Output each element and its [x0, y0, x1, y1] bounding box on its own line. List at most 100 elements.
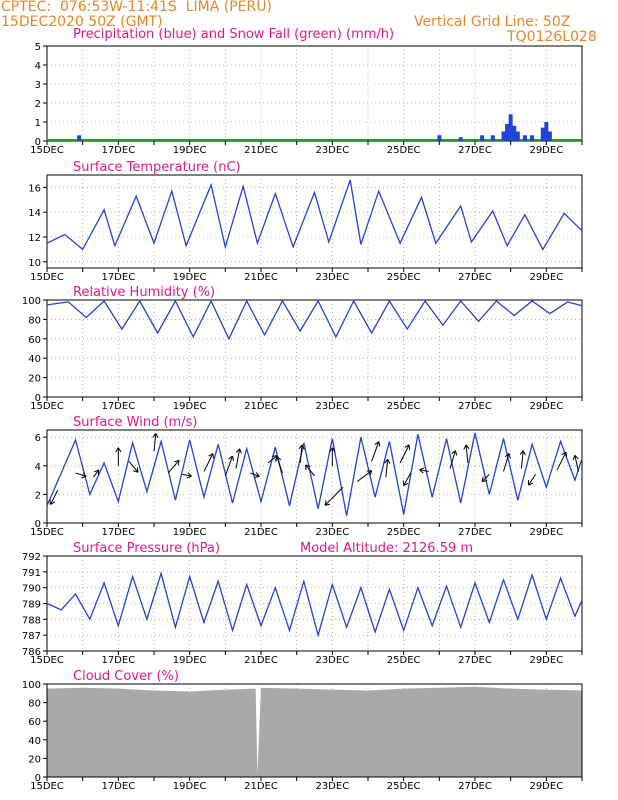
wind-arrow: [465, 444, 469, 463]
plot-frame: [46, 299, 583, 398]
panel-title: Relative Humidity (%): [73, 285, 215, 300]
x-tick-label: 21DEC: [244, 401, 278, 412]
wind-arrow-head: [463, 444, 470, 450]
panel-title: Surface Wind (m/s): [73, 415, 197, 430]
panel-6: 0 20 40 60 80 100 15DEC 17DEC 19DEC 21DEC 23DEC 25D…: [22, 669, 583, 792]
x-tick-label: 29DEC: [529, 781, 563, 792]
x-tick-label: 21DEC: [244, 272, 278, 283]
wind-arrow: [92, 469, 100, 478]
wind-arrow: [153, 433, 157, 452]
precip-bar: [490, 135, 495, 141]
wind-arrow: [556, 451, 567, 471]
plot-frame-top: [46, 683, 583, 778]
wind-arrow-head: [572, 454, 579, 461]
y-tick-label: 100: [22, 296, 41, 307]
wind-arrow: [574, 455, 579, 472]
precip-bar: [437, 135, 442, 141]
wind-arrow: [481, 474, 490, 482]
x-tick-label: 25DEC: [387, 272, 421, 283]
x-tick-label: 17DEC: [101, 527, 135, 538]
x-tick-label: 25DEC: [387, 781, 421, 792]
x-tick-label: 15DEC: [30, 655, 64, 666]
precip-bar: [544, 122, 549, 141]
x-tick-label: 19DEC: [173, 655, 207, 666]
series-line: [46, 179, 583, 251]
y-tick-label: 80: [28, 315, 41, 326]
precip-bar: [508, 114, 513, 141]
x-tick-label: 21DEC: [244, 781, 278, 792]
y-tick-label: 60: [28, 717, 41, 728]
x-tick-label: 15DEC: [30, 145, 64, 156]
wind-arrow-head: [504, 453, 511, 459]
station-line: CPTEC: 076:53W-11:41S LIMA (PERU): [1, 0, 272, 15]
y-tick-label: 60: [28, 335, 41, 346]
x-tick-label: 27DEC: [458, 145, 492, 156]
x-tick-label: 29DEC: [529, 527, 563, 538]
y-tick-label: 786: [22, 647, 41, 658]
precip-bar: [512, 125, 517, 141]
wind-arrow-head: [298, 444, 305, 450]
x-tick-label: 25DEC: [387, 655, 421, 666]
y-tick-label: 14: [28, 208, 41, 219]
wind-arrow: [276, 456, 283, 474]
precip-bar: [77, 135, 82, 141]
model-code: TQ0126L028: [507, 29, 597, 45]
panel-2: 10 12 14 16 15DEC 17DEC 19DEC 21DEC 23DEC 25DEC 27…: [28, 160, 583, 283]
x-tick-label: 25DEC: [387, 145, 421, 156]
precip-bar: [480, 135, 485, 141]
wind-arrow-head: [81, 472, 87, 479]
run-date: 15DEC2020 50Z (GMT): [1, 14, 163, 30]
y-tick-label: 4: [35, 462, 41, 473]
wind-arrow-head: [419, 467, 425, 474]
x-tick-label: 17DEC: [101, 272, 135, 283]
y-tick-label: 0: [35, 137, 41, 148]
wind-arrow: [356, 470, 373, 482]
y-tick-label: 12: [28, 233, 41, 244]
x-tick-label: 21DEC: [244, 527, 278, 538]
x-tick-label: 15DEC: [30, 272, 64, 283]
y-tick-label: 0: [35, 773, 41, 784]
wind-arrow: [250, 472, 260, 477]
y-tick-label: 790: [22, 584, 41, 595]
wind-arrow: [50, 489, 59, 505]
wind-arrow: [371, 441, 380, 462]
wind-arrow: [224, 455, 234, 476]
y-tick-label: 20: [28, 754, 41, 765]
wind-arrow-head: [329, 447, 336, 453]
grid-note: Vertical Grid Line: 50Z: [414, 14, 571, 30]
wind-arrow-head: [519, 450, 526, 456]
wind-arrow-head: [133, 467, 139, 473]
y-tick-label: 6: [35, 433, 41, 444]
x-tick-label: 15DEC: [30, 527, 64, 538]
x-tick-label: 27DEC: [458, 655, 492, 666]
wind-arrow-head: [186, 472, 192, 479]
precip-bar: [547, 131, 552, 141]
wind-arrow-head: [527, 480, 534, 486]
wind-arrow-head: [152, 433, 159, 439]
wind-arrow-head: [384, 458, 391, 464]
y-tick-label: 2: [35, 490, 41, 501]
y-tick-label: 0: [35, 519, 41, 530]
y-tick-label: 2: [35, 99, 41, 110]
x-tick-label: 17DEC: [101, 781, 135, 792]
wind-arrow-head: [254, 472, 260, 478]
y-tick-label: 40: [28, 736, 41, 747]
wind-arrow: [182, 473, 192, 477]
wind-arrow-head: [374, 441, 381, 447]
wind-arrow: [520, 450, 524, 469]
x-tick-label: 15DEC: [30, 781, 64, 792]
wind-arrow: [203, 453, 214, 472]
precip-bar: [522, 135, 527, 141]
x-tick-label: 27DEC: [458, 401, 492, 412]
plot-frame: [46, 174, 583, 269]
wind-arrow-head: [404, 444, 411, 450]
wind-arrow: [403, 472, 412, 486]
y-tick-label: 3: [35, 80, 41, 91]
y-tick-label: 788: [22, 615, 41, 626]
panel-4: 0 2 4 6 15DEC 17DEC 19DEC 21DEC 23DEC 25DEC 27DEC 2…: [30, 415, 583, 538]
y-tick-label: 100: [22, 680, 41, 691]
x-tick-label: 27DEC: [458, 527, 492, 538]
panel-title: Cloud Cover (%): [73, 669, 179, 684]
wind-arrow: [528, 474, 537, 486]
